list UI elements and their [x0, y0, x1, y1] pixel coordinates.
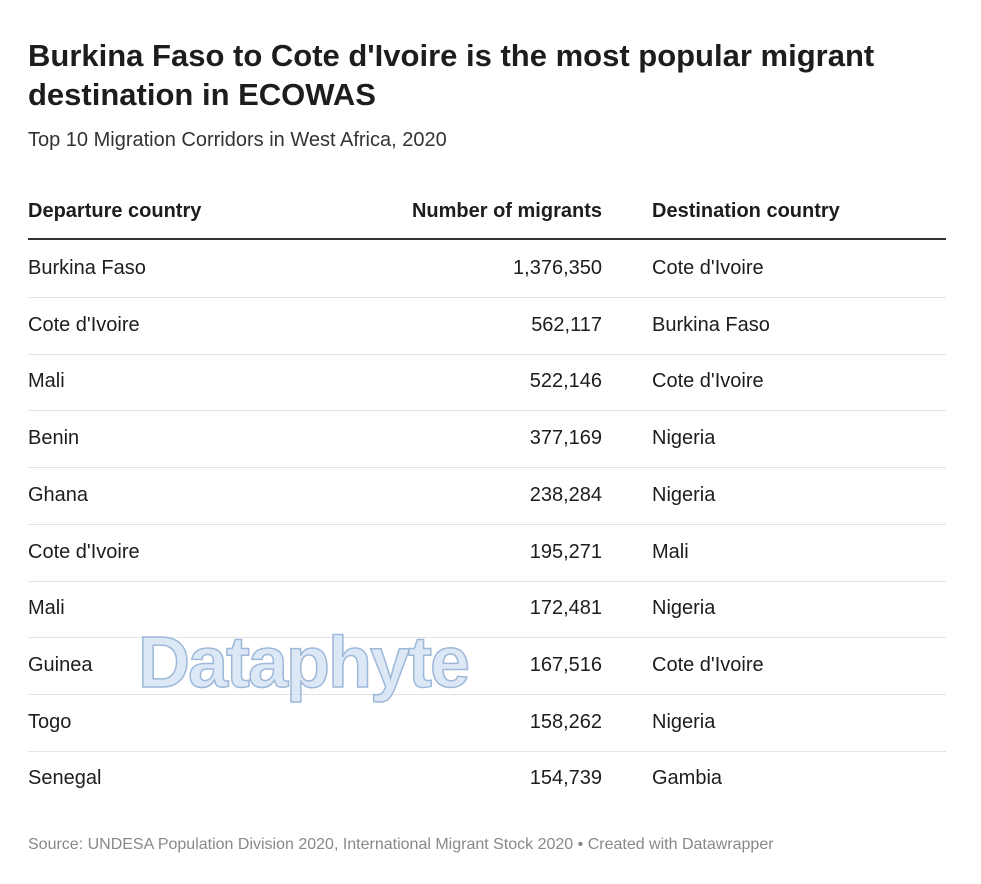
table-cell: Mali: [652, 540, 689, 563]
table-cell: 522,146: [529, 370, 602, 393]
table-cell: Guinea: [28, 653, 93, 676]
table-cell: Gambia: [652, 767, 723, 790]
title: Burkina Faso to Cote d'Ivoire is the mos…: [28, 38, 875, 112]
table-cell: 158,262: [529, 710, 602, 733]
table-cell: Benin: [28, 427, 80, 450]
table-cell: Cote d'Ivoire: [28, 540, 140, 563]
header-rule: [28, 238, 946, 240]
table-cell: Cote d'Ivoire: [652, 370, 764, 393]
row-separator: [28, 750, 946, 752]
row-separator: [28, 523, 946, 525]
row-separator: [28, 580, 946, 582]
row-separator: [28, 637, 946, 639]
source-note: Source: UNDESA Population Division 2020,…: [28, 836, 774, 853]
table-cell: 195,271: [529, 540, 602, 563]
table-cell: Cote d'Ivoire: [652, 257, 764, 279]
table-cell: 562,117: [531, 313, 602, 336]
subtitle: Top 10 Migration Corridors in West Afric…: [28, 129, 447, 151]
table-cell: 1,376,350: [513, 257, 602, 279]
row-separator: [28, 353, 946, 355]
row-separator: [28, 467, 946, 469]
row-separator: [28, 410, 946, 412]
column-header: Departure country: [28, 200, 202, 222]
table-cell: Burkina Faso: [28, 257, 146, 279]
table-cell: 172,481: [529, 597, 602, 620]
table-cell: Senegal: [28, 767, 102, 790]
row-separator: [28, 693, 946, 695]
column-header: Destination country: [652, 200, 840, 222]
table-cell: Togo: [28, 710, 72, 733]
table-cell: Cote d'Ivoire: [28, 313, 140, 336]
table-cell: Mali: [28, 597, 65, 620]
watermark: Dataphyte: [137, 622, 471, 704]
table-cell: 377,169: [529, 427, 602, 450]
table-cell: 167,516: [529, 653, 602, 676]
table-cell: Ghana: [28, 483, 89, 506]
table-cell: Burkina Faso: [652, 313, 770, 336]
table-cell: Mali: [28, 370, 65, 393]
table-cell: Nigeria: [652, 483, 716, 506]
column-header: Number of migrants: [411, 200, 602, 222]
row-separator: [28, 297, 946, 298]
table-cell: Nigeria: [652, 710, 716, 733]
table-cell: 154,739: [529, 767, 602, 790]
table-cell: Nigeria: [652, 597, 716, 620]
table-cell: 238,284: [529, 483, 602, 506]
table-cell: Nigeria: [652, 427, 716, 450]
table-cell: Cote d'Ivoire: [652, 653, 764, 676]
